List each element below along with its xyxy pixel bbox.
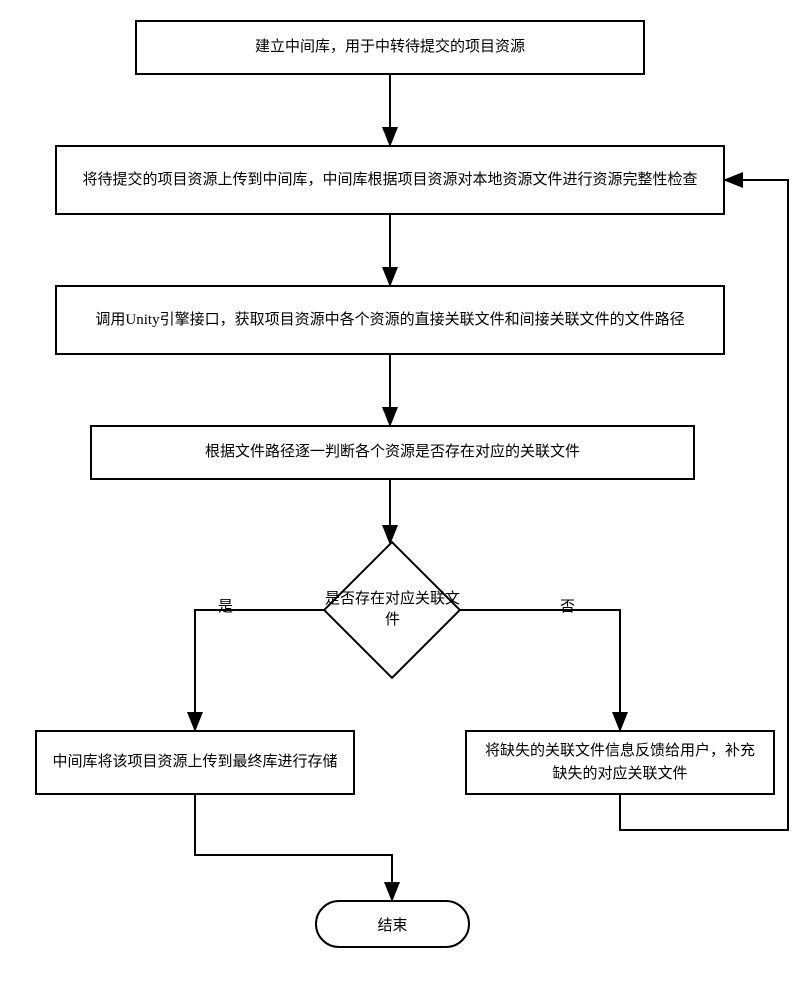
- process-text-1: 建立中间库，用于中转待提交的项目资源: [255, 36, 525, 59]
- process-box-3: 调用Unity引擎接口，获取项目资源中各个资源的直接关联文件和间接关联文件的文件…: [55, 285, 725, 355]
- decision-diamond: [323, 541, 462, 680]
- edge-label-no: 否: [560, 595, 575, 616]
- process-text-4: 根据文件路径逐一判断各个资源是否存在对应的关联文件: [205, 441, 580, 464]
- process-box-4: 根据文件路径逐一判断各个资源是否存在对应的关联文件: [90, 425, 695, 480]
- process-text-2: 将待提交的项目资源上传到中间库，中间库根据项目资源对本地资源文件进行资源完整性检…: [82, 169, 697, 192]
- process-box-yes: 中间库将该项目资源上传到最终库进行存储: [35, 730, 355, 795]
- process-box-no: 将缺失的关联文件信息反馈给用户，补充缺失的对应关联文件: [465, 730, 775, 795]
- edge-label-yes: 是: [218, 595, 233, 616]
- process-text-no: 将缺失的关联文件信息反馈给用户，补充缺失的对应关联文件: [479, 740, 761, 785]
- process-box-2: 将待提交的项目资源上传到中间库，中间库根据项目资源对本地资源文件进行资源完整性检…: [55, 145, 725, 215]
- process-text-3: 调用Unity引擎接口，获取项目资源中各个资源的直接关联文件和间接关联文件的文件…: [95, 309, 684, 332]
- process-box-1: 建立中间库，用于中转待提交的项目资源: [135, 20, 645, 75]
- terminator-end: 结束: [315, 900, 470, 948]
- terminator-text: 结束: [377, 914, 407, 935]
- process-text-yes: 中间库将该项目资源上传到最终库进行存储: [52, 751, 337, 774]
